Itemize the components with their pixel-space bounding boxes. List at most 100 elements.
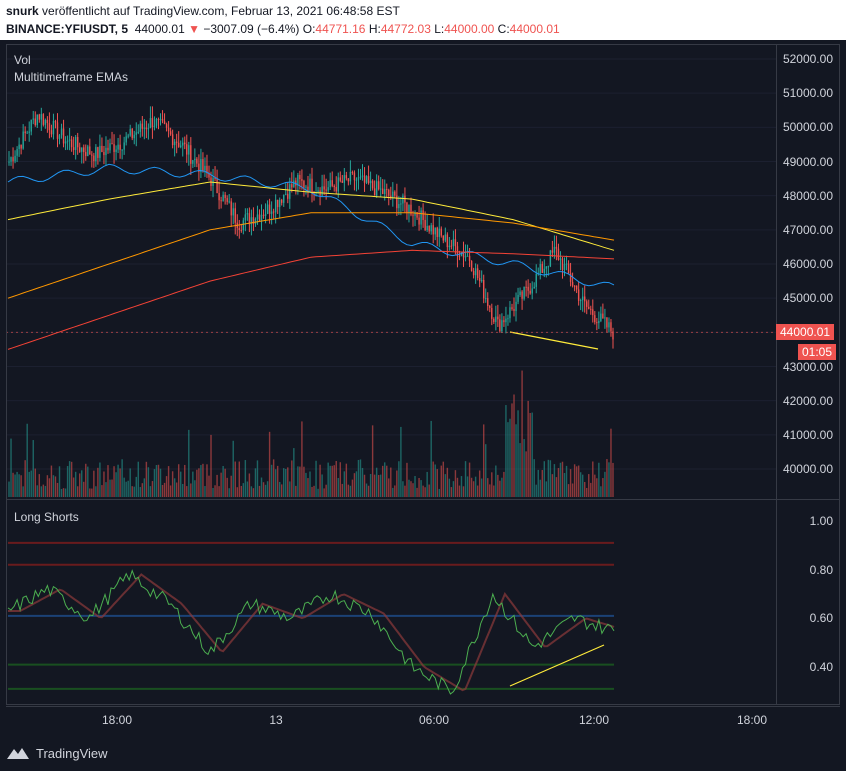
candle-body bbox=[440, 228, 442, 236]
candle-body bbox=[610, 322, 612, 332]
volume-bar bbox=[159, 468, 162, 497]
candle-body bbox=[359, 176, 362, 178]
candle-body bbox=[531, 288, 533, 294]
price-change: −3007.09 (−6.4%) bbox=[203, 22, 300, 36]
price-tick-label: 52000.00 bbox=[782, 52, 833, 66]
volume-bar bbox=[14, 474, 16, 497]
volume-bar bbox=[244, 460, 247, 497]
candle-body bbox=[396, 195, 398, 209]
candle-body bbox=[281, 199, 283, 203]
candle-body bbox=[159, 118, 162, 120]
volume-bar bbox=[206, 464, 208, 497]
candle-body bbox=[404, 195, 406, 203]
candle-body bbox=[32, 118, 34, 120]
volume-bar bbox=[278, 481, 281, 497]
price-tick-label: 41000.00 bbox=[782, 427, 833, 442]
indicator-tick-label: 0.40 bbox=[809, 660, 833, 674]
volume-bar bbox=[305, 472, 307, 497]
volume-bar bbox=[569, 469, 572, 497]
volume-bar bbox=[446, 467, 449, 497]
candle-body bbox=[89, 146, 91, 155]
candle-body bbox=[196, 158, 198, 164]
candle-body bbox=[16, 149, 18, 156]
candle-body bbox=[238, 228, 240, 231]
candle-body bbox=[612, 331, 614, 340]
candle-body bbox=[30, 119, 32, 132]
volume-bar bbox=[351, 479, 354, 497]
candle-body bbox=[487, 298, 489, 307]
candle-body bbox=[515, 301, 517, 312]
candle-body bbox=[8, 161, 10, 163]
candle-body bbox=[66, 140, 69, 142]
volume-bar bbox=[91, 488, 93, 497]
candle-body bbox=[287, 193, 289, 199]
candle-body bbox=[198, 163, 200, 172]
candle-body bbox=[571, 281, 574, 286]
volume-bar bbox=[93, 470, 95, 497]
volume-bar bbox=[22, 486, 24, 497]
volume-bar bbox=[36, 485, 38, 497]
price-axis[interactable]: 52000.00 51000.00 50000.00 49000.00 48000.00… bbox=[776, 44, 841, 499]
volume-bar bbox=[460, 476, 463, 497]
candle-body bbox=[349, 171, 352, 182]
volume-bar bbox=[375, 467, 378, 497]
volume-bar bbox=[62, 488, 65, 497]
volume-bar bbox=[317, 488, 319, 497]
candle-body bbox=[452, 239, 455, 246]
volume-bar bbox=[76, 486, 79, 497]
candle-body bbox=[44, 119, 47, 125]
volume-bar bbox=[398, 461, 400, 497]
candle-body bbox=[117, 144, 119, 150]
candle-body bbox=[321, 186, 323, 196]
volume-bar bbox=[551, 474, 554, 497]
volume-bar bbox=[12, 472, 14, 497]
long-shorts-legend[interactable]: Long Shorts bbox=[14, 510, 79, 524]
price-tick-label: 49000.00 bbox=[782, 154, 833, 169]
symbol-name[interactable]: BINANCE:YFIUSDT, 5 bbox=[6, 22, 129, 36]
candle-body bbox=[165, 124, 168, 128]
volume-bar bbox=[303, 466, 305, 497]
volume-bar bbox=[379, 474, 382, 497]
vol-legend[interactable]: Vol bbox=[14, 53, 31, 67]
volume-bar bbox=[357, 459, 360, 497]
long-shorts-pane[interactable] bbox=[6, 500, 776, 705]
candle-body bbox=[331, 180, 333, 186]
brand-name[interactable]: TradingView bbox=[36, 745, 108, 761]
ema-legend[interactable]: Multitimeframe EMAs bbox=[14, 70, 129, 84]
candle-body bbox=[226, 198, 228, 202]
candle-body bbox=[305, 186, 307, 188]
candle-body bbox=[228, 201, 230, 203]
candle-body bbox=[169, 131, 172, 135]
price-pane[interactable] bbox=[6, 44, 776, 499]
candle-body bbox=[341, 180, 344, 183]
volume-bar bbox=[462, 486, 465, 497]
candle-body bbox=[329, 180, 331, 188]
time-axis[interactable]: 18:00 13 06:00 12:00 18:00 bbox=[6, 706, 840, 735]
candle-body bbox=[46, 119, 49, 124]
volume-bar bbox=[602, 478, 604, 497]
candle-body bbox=[553, 246, 556, 253]
signal-line bbox=[8, 573, 615, 692]
candle-body bbox=[48, 123, 51, 131]
volume-bar bbox=[190, 483, 192, 497]
indicator-axis[interactable]: 1.00 0.80 0.60 0.40 bbox=[776, 500, 841, 705]
volume-bar bbox=[167, 466, 170, 497]
pane-separator[interactable] bbox=[6, 499, 840, 500]
volume-bar bbox=[319, 464, 321, 497]
low-value: 44000.00 bbox=[444, 22, 495, 36]
volume-bar bbox=[50, 465, 53, 497]
candle-body bbox=[495, 316, 497, 323]
volume-bar bbox=[612, 462, 614, 497]
candle-body bbox=[81, 147, 83, 152]
candle-body bbox=[430, 225, 432, 232]
volume-bar bbox=[396, 470, 398, 497]
candle-body bbox=[408, 204, 410, 213]
volume-bar bbox=[539, 479, 541, 497]
candle-body bbox=[545, 266, 548, 269]
volume-bar bbox=[175, 482, 178, 497]
volume-bar bbox=[127, 480, 129, 497]
publisher-name[interactable]: snurk bbox=[6, 4, 39, 18]
volume-bar bbox=[246, 481, 249, 497]
candle-body bbox=[343, 175, 346, 183]
